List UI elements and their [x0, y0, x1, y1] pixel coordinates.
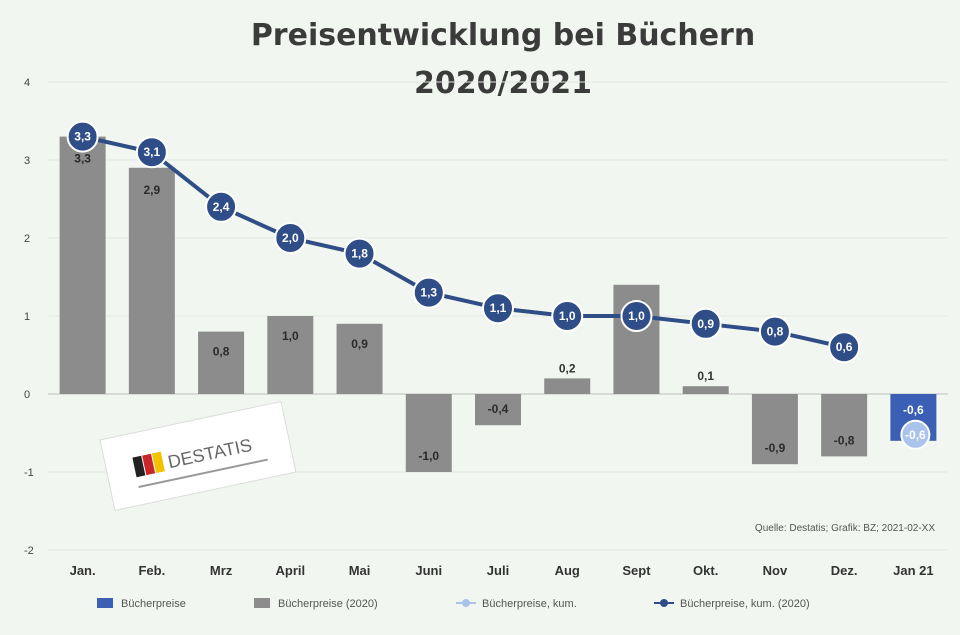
line-point-label: 0,9	[697, 317, 714, 331]
bar	[198, 331, 245, 394]
cumulative-point-label: -0,6	[905, 428, 926, 442]
bar	[336, 323, 383, 394]
line-point-label: 3,3	[74, 130, 91, 144]
bar	[267, 316, 314, 394]
line-point-label: 1,8	[351, 247, 368, 261]
y-tick-label: -2	[24, 545, 34, 557]
cumulative-point	[900, 419, 931, 450]
line-point-label: 1,0	[559, 309, 576, 323]
legend-swatch-dot	[660, 599, 668, 607]
legend-entry: Bücherpreise	[121, 598, 186, 610]
line-point	[343, 237, 376, 270]
x-tick-label: Mrz	[210, 563, 233, 578]
bar-label: 0,9	[351, 337, 368, 351]
bar-label: -1,0	[418, 449, 439, 463]
legend-swatch-dot	[462, 599, 470, 607]
line-point-label: 0,6	[836, 340, 853, 354]
chart-subtitle: 2020/2021	[414, 66, 592, 101]
y-tick-label: 1	[24, 311, 30, 323]
y-axis-ticks: -2 -1 0 1 2 3 4	[24, 77, 34, 557]
bar-label: 1,0	[282, 329, 299, 343]
bar-label: 0,1	[697, 369, 714, 383]
y-tick-label: 2	[24, 233, 30, 245]
x-tick-label: Juni	[415, 563, 442, 578]
line-point-label: 1,1	[490, 301, 507, 315]
legend-entry: Bücherpreise, kum.	[482, 598, 577, 610]
source-note: Quelle: Destatis; Grafik: BZ; 2021-02-XX	[755, 523, 935, 534]
line-point	[758, 315, 791, 348]
line-point-label: 2,0	[282, 231, 299, 245]
y-tick-label: 3	[24, 155, 30, 167]
destatis-logo: DESTATIS	[99, 400, 297, 512]
line-point	[412, 276, 445, 309]
x-tick-label: Jan.	[70, 563, 96, 578]
bar	[59, 136, 106, 394]
bar-label: 0,8	[213, 345, 230, 359]
bar	[682, 386, 729, 394]
legend-entry: Bücherpreise, kum. (2020)	[680, 598, 810, 610]
bar	[751, 394, 798, 465]
line-point-label: 1,3	[420, 286, 437, 300]
line-point	[689, 307, 722, 340]
bar	[544, 378, 591, 394]
line-point-label: 1,0	[628, 309, 645, 323]
bar-label: -0,9	[765, 441, 786, 455]
x-tick-label: Dez.	[831, 563, 858, 578]
line-point-label: 0,8	[767, 325, 784, 339]
x-axis-ticks: Jan. Feb. Mrz April Mai Juni Juli Aug Sept Okt. No…	[70, 563, 934, 578]
x-tick-label: Mai	[349, 563, 371, 578]
legend-swatch	[97, 598, 113, 608]
chart-title: Preisentwicklung bei Büchern	[251, 18, 755, 53]
line-point	[66, 120, 99, 153]
y-tick-label: 0	[24, 389, 30, 401]
cumulative-line: 3,3 3,1 2,4 2,0 1,8 1,3 1,1 1,0 1,0 0,9 0,8 0,6 -0,6…	[66, 120, 931, 450]
legend: Bücherpreise Bücherpreise (2020) Bücherpre…	[97, 598, 810, 610]
x-tick-label: April	[275, 563, 305, 578]
legend-swatch	[254, 598, 270, 608]
bar-label: -0,8	[834, 433, 855, 447]
y-tick-label: 4	[24, 77, 30, 89]
line-point	[551, 300, 584, 332]
y-tick-label: -1	[24, 467, 34, 479]
bar-label: -0,4	[488, 402, 509, 416]
bars: 3,32,90,81,00,9-1,0-0,40,21,40,1-0,9-0,8	[59, 136, 937, 472]
line-point	[482, 292, 514, 325]
line-point	[828, 331, 861, 364]
x-tick-label: Sept	[622, 563, 651, 578]
bar	[128, 167, 175, 394]
bar-label: 3,3	[74, 152, 91, 166]
x-tick-label: Nov	[763, 563, 788, 578]
bar	[475, 394, 521, 426]
x-tick-label: Juli	[487, 563, 509, 578]
legend-entry: Bücherpreise (2020)	[278, 598, 378, 610]
line-point	[135, 136, 168, 169]
x-tick-label: Feb.	[138, 563, 165, 578]
x-tick-label: Aug	[555, 563, 580, 578]
bar-label: 2,9	[144, 183, 161, 197]
line-point	[274, 222, 307, 254]
line-point-label: 2,4	[213, 200, 230, 214]
bar-label-2021: -0,6	[903, 403, 924, 417]
line-point	[620, 300, 653, 332]
bar	[821, 394, 868, 457]
x-tick-label: Jan 21	[893, 563, 933, 578]
bar	[405, 394, 452, 472]
line-point	[205, 190, 238, 223]
x-tick-label: Okt.	[693, 563, 718, 578]
line-point-label: 3,1	[144, 145, 161, 159]
bar-label: 0,2	[559, 361, 576, 375]
